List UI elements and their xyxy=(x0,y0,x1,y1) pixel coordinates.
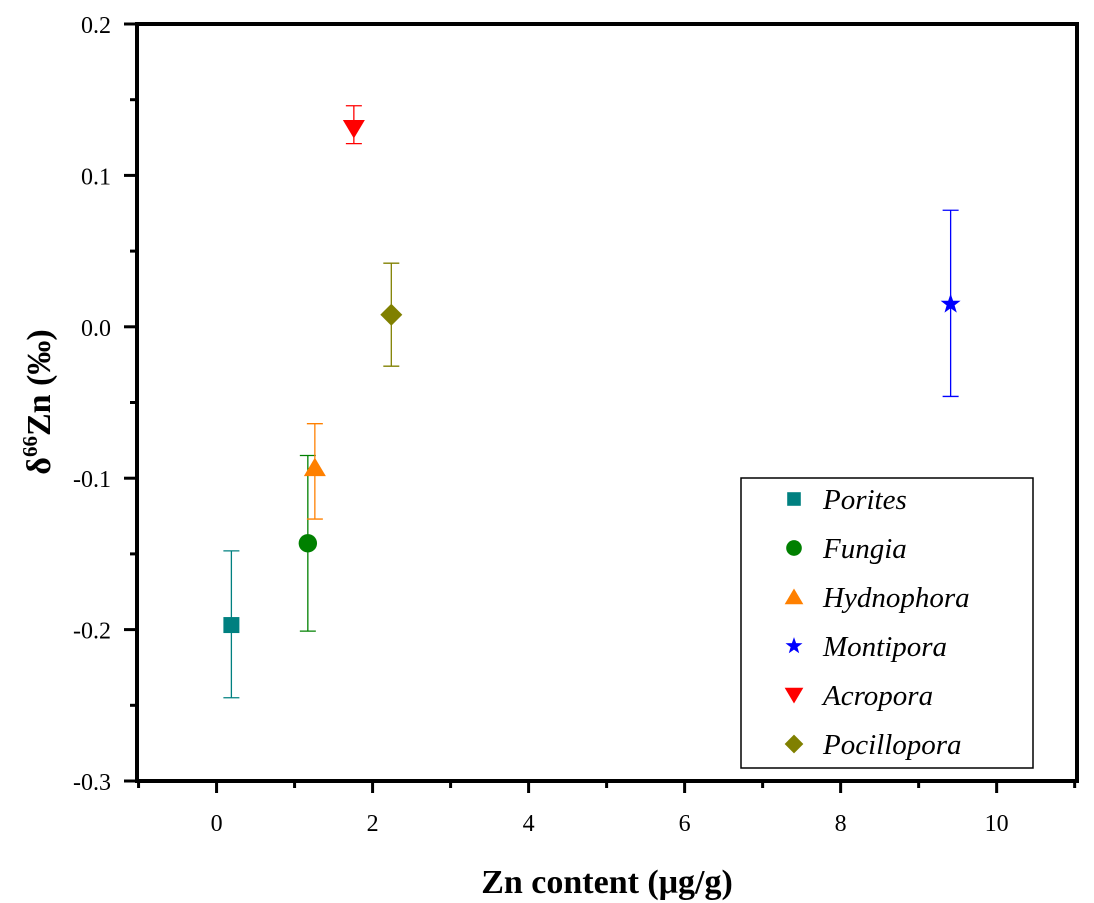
x-tick-label: 10 xyxy=(985,811,1009,837)
legend-item: Montipora xyxy=(785,631,947,663)
x-tick-label: 8 xyxy=(835,811,847,837)
y-axis-title-delta: δ xyxy=(21,457,58,475)
data-series-hydnophora xyxy=(303,423,326,520)
legend-label: Pocillopora xyxy=(822,729,962,761)
legend-box xyxy=(740,477,1034,769)
x-tick-label: 0 xyxy=(211,811,223,837)
data-series-pocillopora xyxy=(380,262,403,367)
y-axis-title-superscript: 66 xyxy=(18,436,42,457)
y-tick-label: -0.2 xyxy=(73,619,111,645)
data-series-porites xyxy=(223,550,240,699)
data-point xyxy=(380,303,403,326)
x-axis-title: Zn content (μg/g) xyxy=(481,864,733,901)
legend-label: Hydnophora xyxy=(822,582,970,614)
legend-item: Hydnophora xyxy=(784,582,970,614)
data-series-acropora xyxy=(342,105,365,145)
legend-label: Montipora xyxy=(822,631,947,663)
x-tick-label: 6 xyxy=(679,811,691,837)
y-tick-label: 0.1 xyxy=(81,164,111,190)
y-tick-label: 0.2 xyxy=(81,13,111,39)
y-axis-title: δ66Zn (‰) xyxy=(18,329,58,474)
legend-marker xyxy=(787,492,801,506)
legend-item: Fungia xyxy=(786,533,907,565)
legend-item: Porites xyxy=(787,484,907,516)
data-series-montipora xyxy=(940,209,961,398)
x-tick-label: 4 xyxy=(523,811,535,837)
legend-item: Pocillopora xyxy=(784,729,962,761)
legend-marker xyxy=(785,637,803,654)
legend-marker xyxy=(786,540,802,556)
legend-label: Porites xyxy=(822,484,907,516)
y-tick-label: -0.3 xyxy=(73,770,111,796)
data-point xyxy=(303,457,326,477)
data-series-fungia xyxy=(298,454,318,632)
legend-marker xyxy=(784,734,804,754)
y-tick-label: 0.0 xyxy=(81,316,111,342)
legend-label: Acropora xyxy=(821,680,933,712)
data-point xyxy=(223,617,240,634)
y-axis-title-rest: Zn (‰) xyxy=(21,329,58,436)
legend-marker xyxy=(784,687,804,704)
legend-item: Acropora xyxy=(784,680,933,712)
data-point xyxy=(940,293,961,313)
data-point xyxy=(342,119,365,139)
y-tick-label: -0.1 xyxy=(73,467,111,493)
legend-marker xyxy=(784,588,804,605)
data-point xyxy=(298,534,318,553)
legend-label: Fungia xyxy=(822,533,907,565)
x-tick-label: 2 xyxy=(367,811,379,837)
